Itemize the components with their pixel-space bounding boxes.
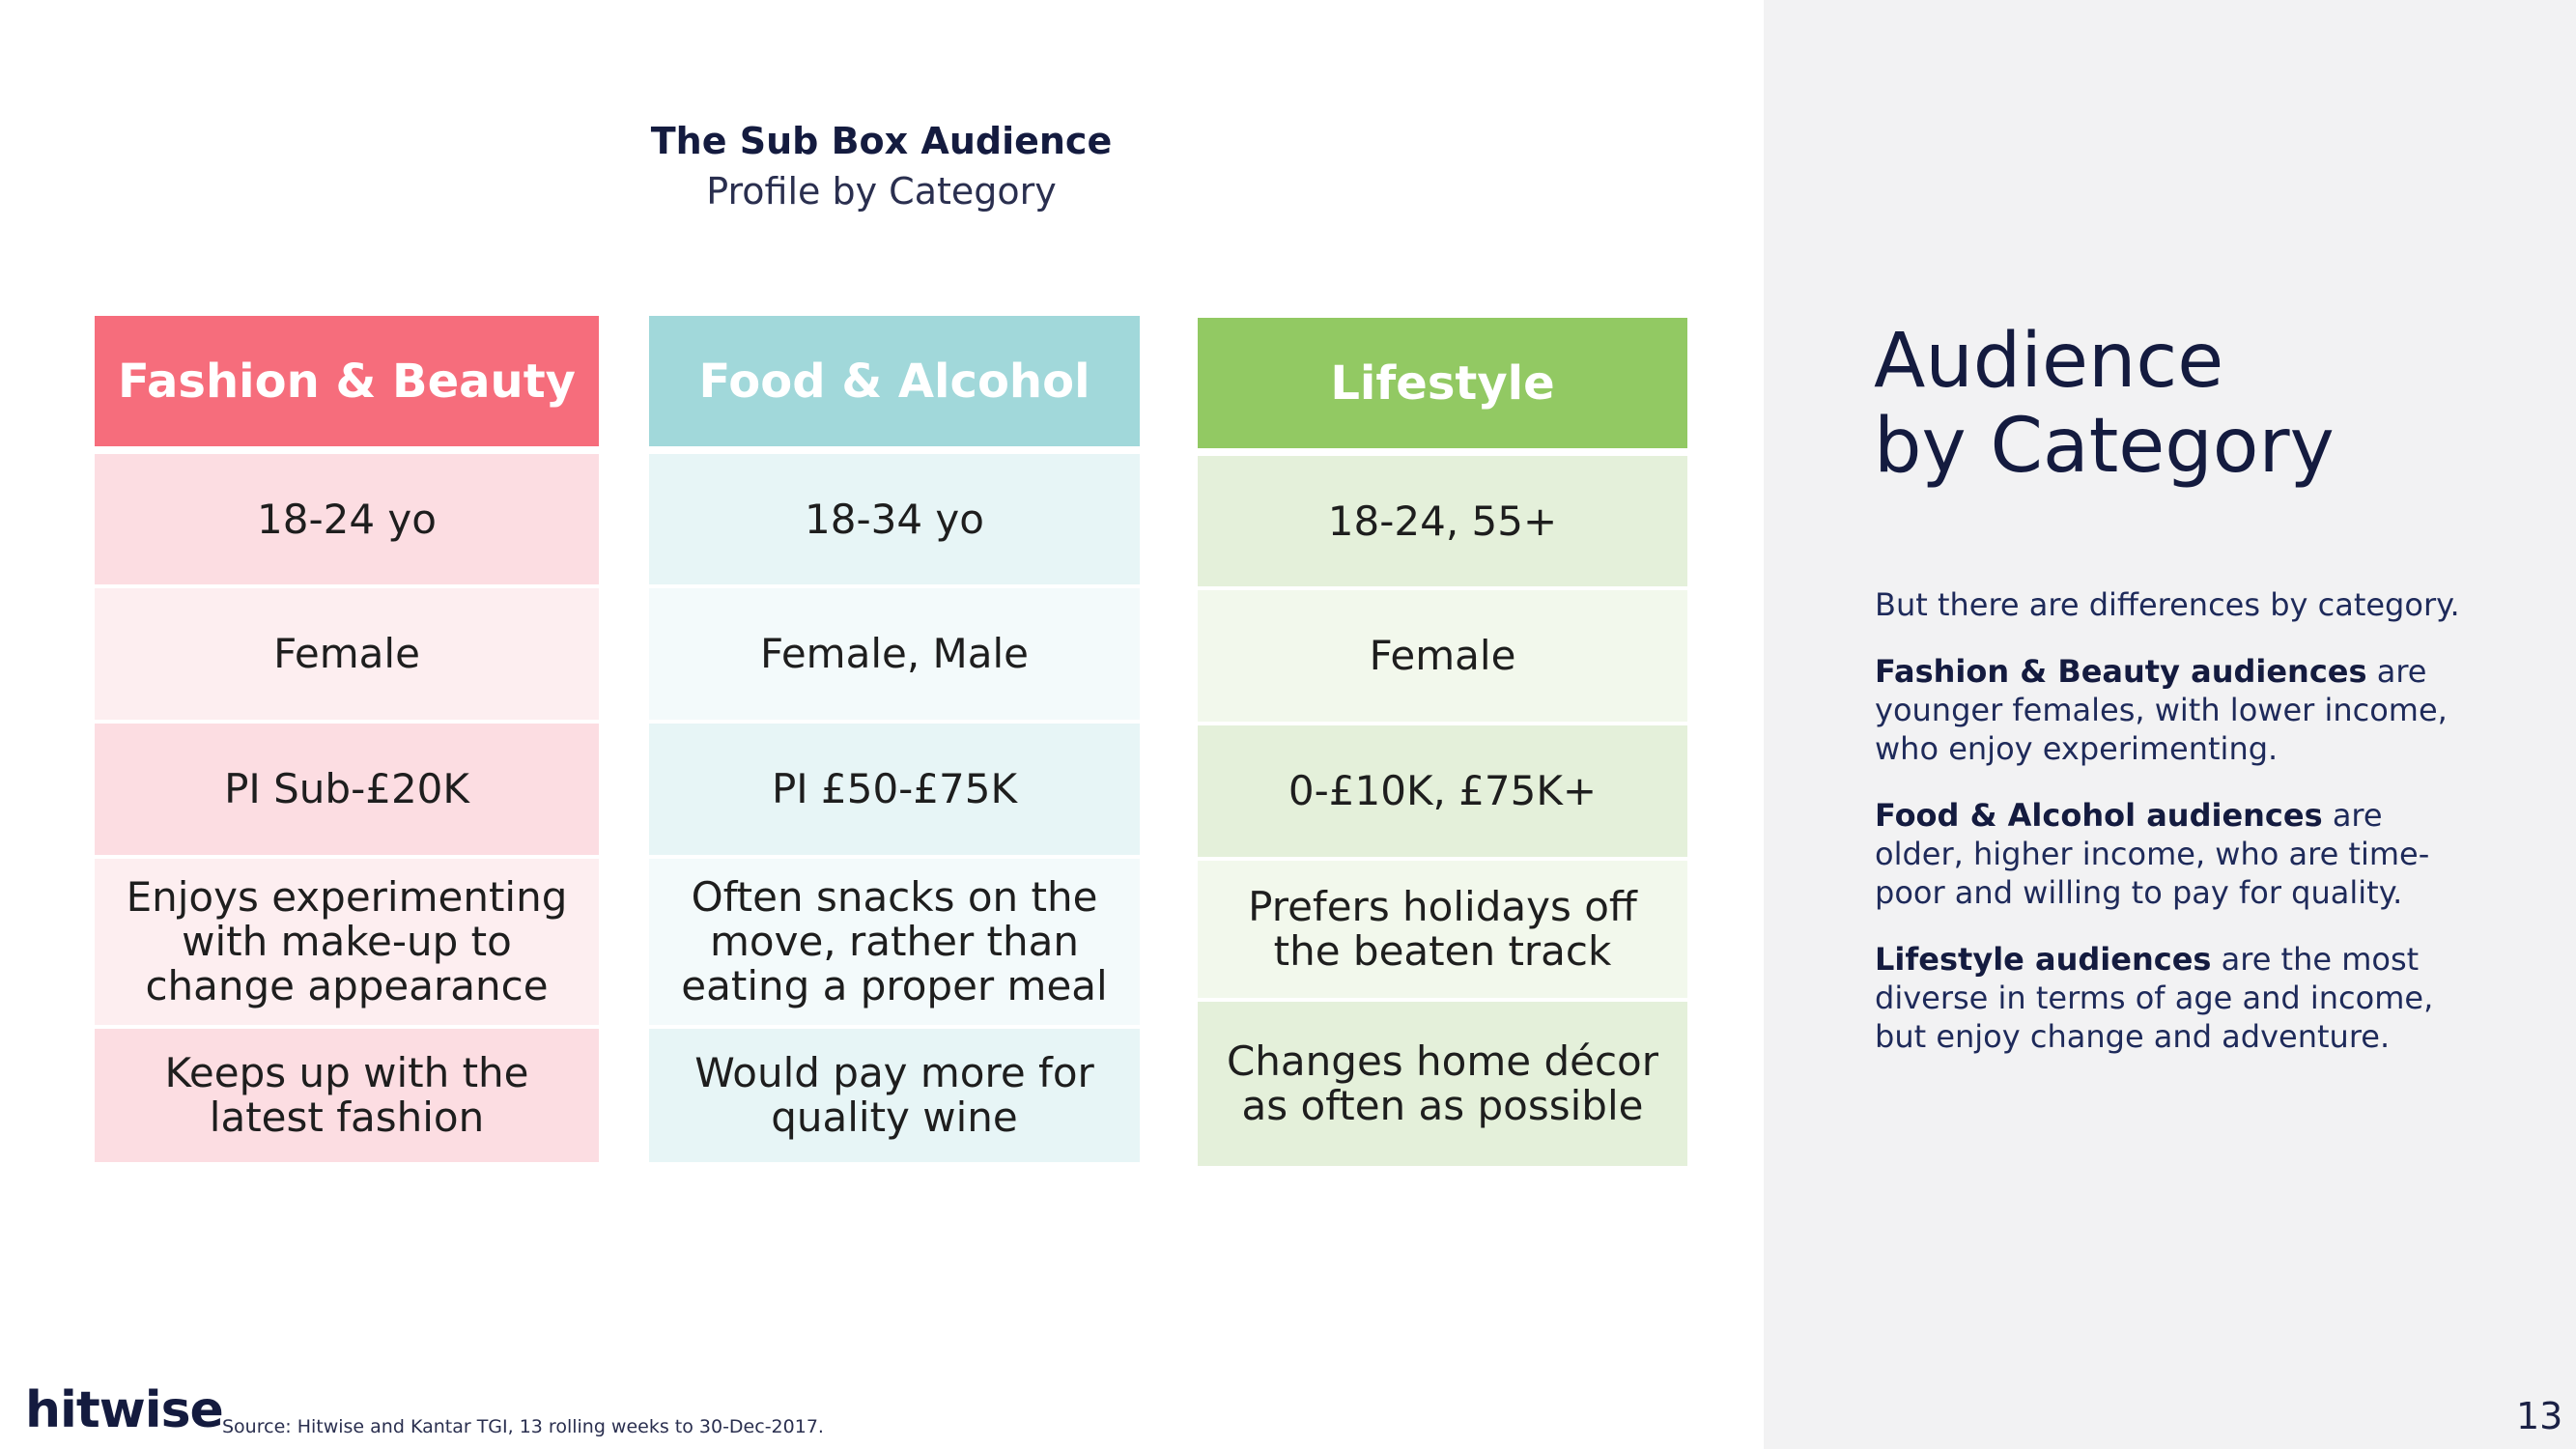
column-fashion-beauty: Fashion & Beauty 18-24 yo Female PI Sub-…	[95, 316, 599, 1162]
column-lifestyle: Lifestyle 18-24, 55+ Female 0-£10K, £75K…	[1198, 318, 1687, 1166]
column-header: Food & Alcohol	[649, 316, 1140, 446]
side-panel-background	[1764, 0, 2576, 1449]
cell-interest: Would pay more for quality wine	[649, 1029, 1140, 1162]
cell-income: PI £50-£75K	[649, 724, 1140, 855]
fashion-beauty-paragraph: Fashion & Beauty audiences are younger f…	[1875, 652, 2474, 768]
cell-age: 18-24, 55+	[1198, 456, 1687, 586]
cell-interest: Changes home décor as often as possible	[1198, 1002, 1687, 1166]
column-header: Fashion & Beauty	[95, 316, 599, 446]
column-header: Lifestyle	[1198, 318, 1687, 448]
cell-age: 18-34 yo	[649, 454, 1140, 584]
column-food-alcohol: Food & Alcohol 18-34 yo Female, Male PI …	[649, 316, 1140, 1162]
page-number: 13	[2516, 1395, 2563, 1437]
food-alcohol-paragraph: Food & Alcohol audiences are older, high…	[1875, 796, 2474, 912]
cell-trait: Prefers holidays off the beaten track	[1198, 861, 1687, 998]
food-alcohol-lead: Food & Alcohol audiences	[1875, 797, 2323, 834]
cell-income: 0-£10K, £75K+	[1198, 725, 1687, 857]
chart-header: The Sub Box Audience Profile by Category	[439, 114, 1323, 214]
lifestyle-paragraph: Lifestyle audiences are the most diverse…	[1875, 940, 2474, 1056]
side-panel-title: Audience by Category	[1874, 319, 2335, 489]
cell-trait: Enjoys experimenting with make-up to cha…	[95, 859, 599, 1025]
cell-gender: Female	[95, 588, 599, 720]
source-note: Source: Hitwise and Kantar TGI, 13 rolli…	[222, 1416, 824, 1437]
lifestyle-lead: Lifestyle audiences	[1875, 941, 2212, 978]
cell-gender: Female, Male	[649, 588, 1140, 720]
intro-paragraph: But there are differences by category.	[1875, 586, 2460, 623]
cell-trait: Often snacks on the move, rather than ea…	[649, 859, 1140, 1025]
food-alcohol-text: are older, higher income, who are time-p…	[1875, 797, 2430, 911]
cell-income: PI Sub-£20K	[95, 724, 599, 855]
header-title: The Sub Box Audience	[650, 120, 1113, 162]
cell-age: 18-24 yo	[95, 454, 599, 584]
side-title-line1: Audience	[1874, 318, 2224, 405]
header-subtitle: Profile by Category	[706, 170, 1057, 213]
cell-interest: Keeps up with the latest fashion	[95, 1029, 599, 1162]
side-title-line2: by Category	[1874, 403, 2335, 490]
cell-gender: Female	[1198, 590, 1687, 722]
side-panel-body: But there are differences by category. F…	[1875, 585, 2474, 1084]
hitwise-logo: hitwise	[25, 1381, 224, 1439]
fashion-beauty-text: are younger females, with lower income, …	[1875, 653, 2448, 767]
lifestyle-text: are the most diverse in terms of age and…	[1875, 941, 2434, 1055]
fashion-beauty-lead: Fashion & Beauty audiences	[1875, 653, 2367, 690]
